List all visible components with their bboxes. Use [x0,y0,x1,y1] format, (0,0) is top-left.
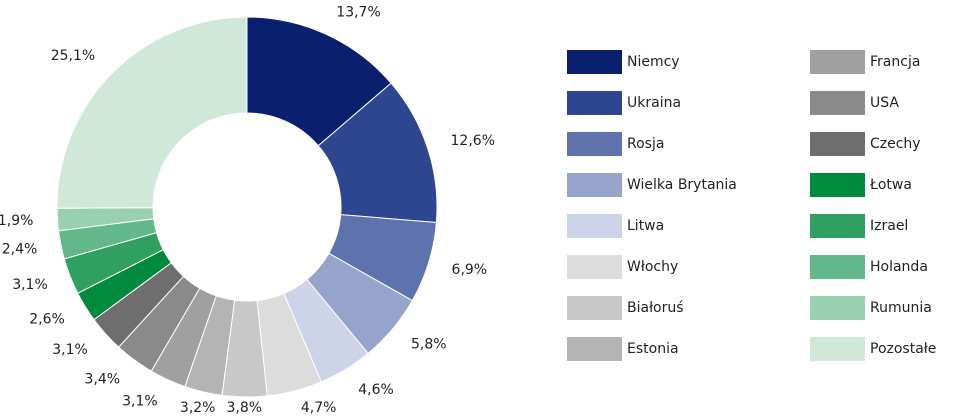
legend-swatch [810,296,865,320]
legend-swatch [810,337,865,361]
legend-label: Czechy [870,136,921,152]
data-label: 6,9% [452,262,488,278]
legend-label: Pozostałe [870,341,936,357]
legend-swatch [567,214,622,238]
data-label: 3,4% [85,371,121,387]
legend-label: Niemcy [627,54,680,70]
legend-label: Łotwa [869,177,912,193]
slice [56,16,248,209]
legend-swatch [567,296,622,320]
data-label: 2,4% [2,242,38,258]
legend-label: Estonia [627,341,679,357]
data-label: 3,1% [12,277,48,293]
data-label: 1,9% [0,213,33,229]
legend-label: Francja [870,54,920,70]
legend-label: Rumunia [870,300,932,316]
legend-swatch [810,173,865,197]
legend-swatch [810,132,865,156]
legend-swatch [567,91,622,115]
legend-label: Rosja [627,136,664,152]
legend-swatch [810,91,865,115]
legend-swatch [567,255,622,279]
legend-label: Izrael [870,218,908,234]
legend-label: Holanda [870,259,928,275]
legend-label: Wielka Brytania [627,177,737,193]
data-label: 2,6% [29,311,65,327]
data-label: 3,1% [122,393,158,409]
data-label: 3,1% [52,342,88,358]
data-label: 4,6% [358,382,394,398]
data-label: 3,8% [227,400,263,416]
legend-swatch [810,255,865,279]
legend-swatch [810,214,865,238]
legend-swatch [567,173,622,197]
legend-swatch [567,132,622,156]
data-label: 4,7% [301,400,337,416]
legend-swatch [567,337,622,361]
legend-label: Włochy [627,259,678,275]
legend-label: Białoruś [627,300,684,316]
data-label: 13,7% [336,5,380,21]
legend-swatch [567,50,622,74]
legend-label: Ukraina [627,95,681,111]
data-label: 12,6% [451,133,495,149]
legend-swatch [810,50,865,74]
legend-label: Litwa [627,218,664,234]
data-label: 3,2% [180,400,216,416]
data-label: 25,1% [51,48,95,64]
legend-label: USA [870,95,899,111]
data-label: 5,8% [411,336,447,352]
